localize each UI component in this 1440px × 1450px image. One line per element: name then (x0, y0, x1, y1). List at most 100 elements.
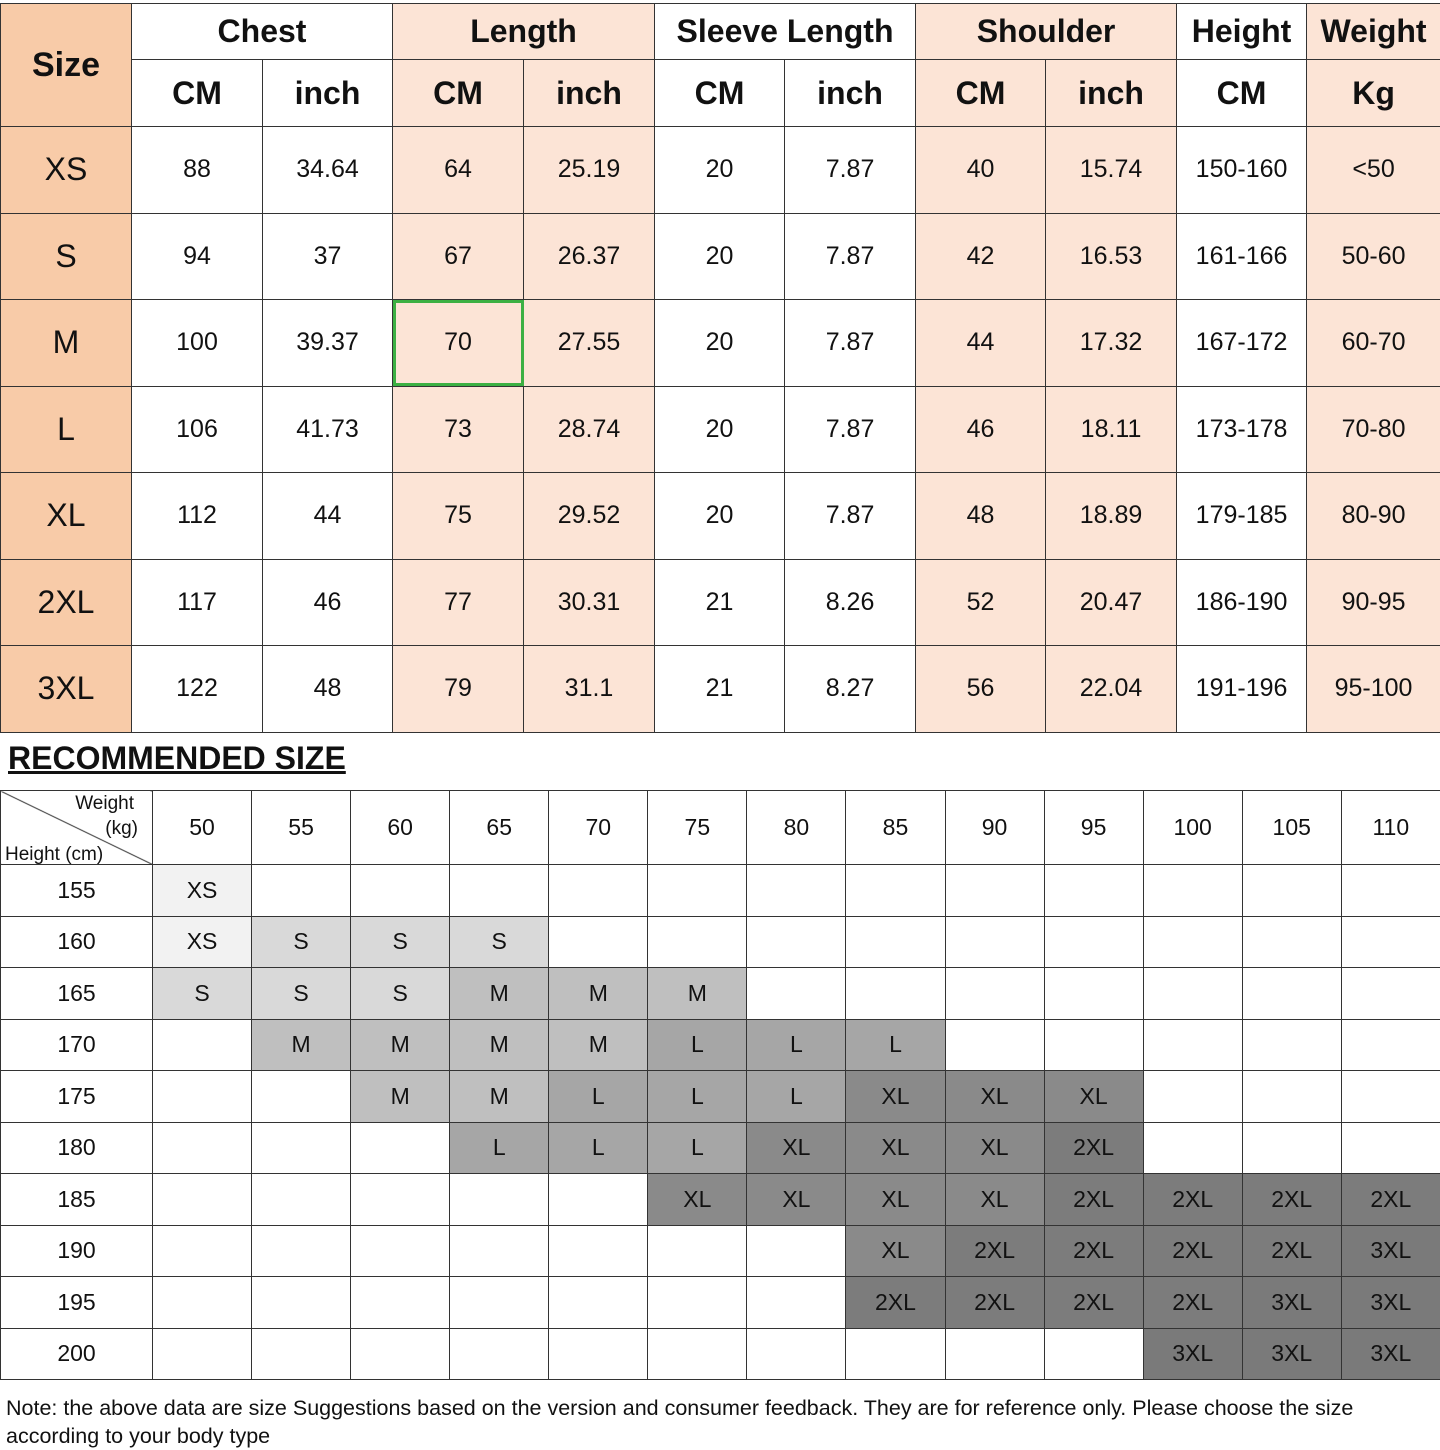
size-recommendation-cell: 3XL (1341, 1225, 1440, 1277)
measurement-cell: 31.1 (524, 646, 655, 733)
size-recommendation-cell: XS (153, 916, 252, 968)
measurement-cell: 161-166 (1177, 213, 1307, 300)
size-recommendation-cell (945, 1019, 1044, 1071)
size-recommendation-cell (351, 1225, 450, 1277)
corner-header: Weight(kg)Height (cm) (1, 791, 153, 865)
size-recommendation-cell: S (252, 968, 351, 1020)
size-recommendation-cell (153, 1328, 252, 1380)
size-recommendation-cell (1044, 916, 1143, 968)
measurement-cell: 20 (655, 386, 785, 473)
measurement-cell: 117 (132, 559, 263, 646)
unit-header: CM (393, 60, 524, 127)
measurement-cell: 18.89 (1046, 473, 1177, 560)
size-recommendation-cell: 3XL (1341, 1328, 1440, 1380)
measurement-cell: 27.55 (524, 300, 655, 387)
size-recommendation-cell (252, 865, 351, 917)
size-recommendation-cell (945, 865, 1044, 917)
column-group-header: Chest (132, 4, 393, 60)
measurement-cell: 7.87 (785, 300, 916, 387)
unit-header: Kg (1307, 60, 1440, 127)
weight-header: 65 (450, 791, 549, 865)
height-cell: 180 (1, 1122, 153, 1174)
measurement-cell: 60-70 (1307, 300, 1440, 387)
size-recommendation-cell: M (351, 1019, 450, 1071)
size-recommendation-cell (1341, 1019, 1440, 1071)
weight-unit-label: (kg) (105, 818, 138, 840)
measurement-cell: 52 (916, 559, 1046, 646)
size-recommendation-cell: XL (747, 1174, 846, 1226)
size-recommendation-cell (747, 1277, 846, 1329)
height-cell: 160 (1, 916, 153, 968)
size-recommendation-cell: M (549, 968, 648, 1020)
recommended-size-title: RECOMMENDED SIZE (8, 740, 346, 777)
size-recommendation-cell: XL (846, 1122, 945, 1174)
measurement-cell: 50-60 (1307, 213, 1440, 300)
size-recommendation-cell: XL (1044, 1071, 1143, 1123)
size-recommendation-cell (252, 1174, 351, 1226)
measurement-cell: 41.73 (263, 386, 393, 473)
measurement-cell: 7.87 (785, 473, 916, 560)
weight-header: 60 (351, 791, 450, 865)
size-recommendation-cell (153, 1071, 252, 1123)
size-recommendation-cell (1242, 968, 1341, 1020)
size-recommendation-cell: 2XL (945, 1277, 1044, 1329)
size-recommendation-cell: 2XL (1143, 1277, 1242, 1329)
measurement-cell: 70-80 (1307, 386, 1440, 473)
size-recommendation-cell (1242, 916, 1341, 968)
unit-header: CM (132, 60, 263, 127)
size-recommendation-cell (351, 1328, 450, 1380)
size-recommendation-cell (1044, 968, 1143, 1020)
measurement-cell: 77 (393, 559, 524, 646)
measurement-cell: 150-160 (1177, 127, 1307, 214)
size-recommendation-cell: 2XL (1044, 1225, 1143, 1277)
weight-header: 100 (1143, 791, 1242, 865)
weight-header: 110 (1341, 791, 1440, 865)
measurement-cell: 186-190 (1177, 559, 1307, 646)
size-recommendation-cell: XL (945, 1071, 1044, 1123)
size-recommendation-cell (549, 1174, 648, 1226)
size-recommendation-cell (1044, 1019, 1143, 1071)
measurement-cell: 8.26 (785, 559, 916, 646)
size-recommendation-cell: M (252, 1019, 351, 1071)
unit-header: inch (1046, 60, 1177, 127)
measurement-cell: 106 (132, 386, 263, 473)
weight-header: 80 (747, 791, 846, 865)
measurement-cell: <50 (1307, 127, 1440, 214)
size-recommendation-cell (252, 1122, 351, 1174)
measurement-cell: 122 (132, 646, 263, 733)
size-recommendation-cell (351, 1122, 450, 1174)
size-recommendation-cell (1143, 968, 1242, 1020)
measurement-cell: 8.27 (785, 646, 916, 733)
measurement-cell: 20 (655, 213, 785, 300)
size-recommendation-cell (846, 1328, 945, 1380)
column-group-header: Shoulder (916, 4, 1177, 60)
measurement-cell: 95-100 (1307, 646, 1440, 733)
measurement-cell[interactable]: 70 (393, 300, 524, 387)
measurement-cell: 173-178 (1177, 386, 1307, 473)
size-label: XS (1, 127, 132, 214)
size-label: M (1, 300, 132, 387)
measurement-cell: 44 (263, 473, 393, 560)
size-recommendation-cell: M (450, 968, 549, 1020)
height-cell: 195 (1, 1277, 153, 1329)
measurement-cell: 179-185 (1177, 473, 1307, 560)
size-recommendation-cell (1341, 865, 1440, 917)
size-recommendation-cell: L (549, 1122, 648, 1174)
size-recommendation-cell: 2XL (945, 1225, 1044, 1277)
size-recommendation-cell: XL (846, 1225, 945, 1277)
measurement-cell: 7.87 (785, 127, 916, 214)
size-recommendation-cell: 3XL (1143, 1328, 1242, 1380)
size-recommendation-cell (153, 1019, 252, 1071)
